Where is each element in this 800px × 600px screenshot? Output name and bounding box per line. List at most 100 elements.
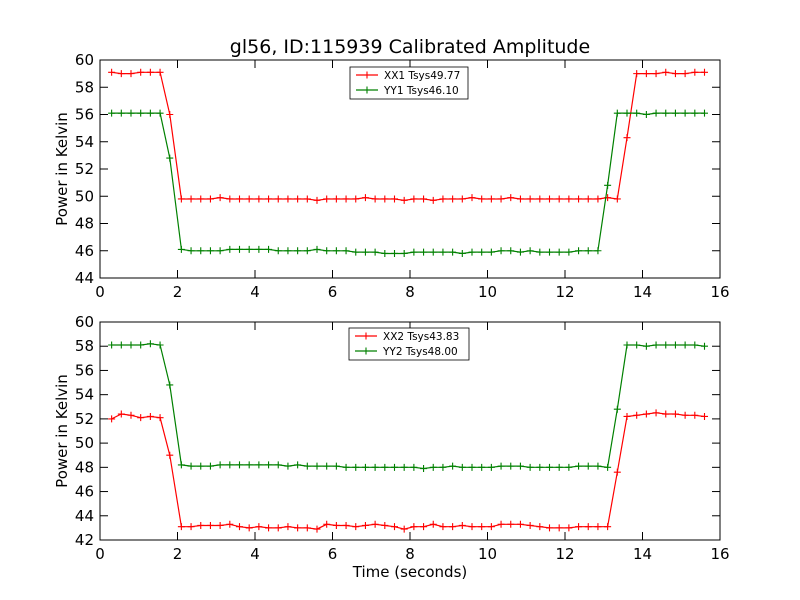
y-tick-label: 46	[75, 483, 94, 501]
data-point	[400, 525, 408, 533]
data-point	[137, 341, 145, 349]
data-point	[410, 523, 418, 531]
plot-frame	[99, 59, 721, 279]
data-point	[371, 520, 379, 528]
data-point	[294, 195, 302, 203]
data-point	[449, 248, 457, 256]
data-point	[642, 410, 650, 418]
data-point	[449, 523, 457, 531]
data-point	[265, 461, 273, 469]
y-axis-label: Power in Kelvin	[53, 112, 71, 226]
data-point	[127, 341, 135, 349]
x-tick-label: 2	[173, 545, 183, 563]
data-point	[146, 412, 154, 420]
legend-marker	[362, 332, 370, 340]
data-point	[352, 523, 360, 531]
data-point	[604, 463, 612, 471]
data-point	[662, 109, 670, 117]
data-point	[662, 341, 670, 349]
data-point	[478, 195, 486, 203]
data-point	[681, 109, 689, 117]
data-point	[342, 463, 350, 471]
data-point	[265, 195, 273, 203]
data-point	[565, 524, 573, 532]
data-point	[361, 248, 369, 256]
data-point	[187, 195, 195, 203]
data-point	[507, 194, 515, 202]
data-point	[642, 111, 650, 118]
x-tick-label: 4	[250, 545, 260, 563]
data-point	[284, 247, 292, 255]
data-point	[623, 341, 631, 349]
legend-marker	[363, 86, 371, 94]
data-point	[584, 247, 592, 255]
data-point	[652, 409, 660, 417]
data-point	[613, 405, 621, 413]
data-point	[381, 521, 389, 529]
data-point	[352, 248, 360, 256]
data-point	[420, 248, 428, 256]
y-tick-label: 48	[75, 458, 94, 476]
data-point	[108, 68, 116, 76]
data-point	[400, 249, 408, 257]
data-point	[555, 248, 563, 256]
data-point	[323, 520, 331, 528]
x-tick-label: 6	[328, 283, 338, 301]
data-point	[478, 248, 486, 256]
data-point	[274, 524, 282, 532]
data-point	[487, 523, 495, 531]
data-point	[177, 461, 185, 469]
x-tick-label: 2	[173, 283, 183, 301]
data-point	[536, 523, 544, 531]
data-point	[255, 523, 263, 531]
data-point	[245, 461, 253, 469]
data-point	[458, 463, 466, 471]
data-point	[323, 247, 331, 255]
data-point	[691, 341, 699, 349]
data-point	[187, 247, 195, 255]
data-point	[146, 340, 154, 348]
data-point	[458, 249, 466, 257]
data-point	[274, 461, 282, 469]
data-point	[197, 195, 205, 203]
data-point	[507, 247, 515, 255]
legend-box	[349, 66, 469, 100]
data-point	[371, 195, 379, 203]
data-point	[137, 68, 145, 76]
data-point	[584, 523, 592, 531]
data-point	[166, 111, 174, 118]
data-point	[642, 342, 650, 350]
x-tick-label: 4	[250, 283, 260, 301]
data-point	[156, 109, 164, 117]
data-point	[127, 411, 135, 419]
data-point	[342, 521, 350, 529]
legend-label: XX2 Tsys43.83	[383, 331, 459, 343]
data-point	[236, 523, 243, 531]
data-point	[177, 245, 185, 253]
data-point	[594, 462, 602, 470]
data-point	[156, 414, 164, 422]
data-point	[381, 195, 389, 203]
data-point	[177, 195, 185, 203]
figure-title: gl56, ID:115939 Calibrated Amplitude	[230, 36, 590, 58]
data-point	[313, 196, 321, 204]
data-point	[294, 524, 302, 532]
data-point	[701, 68, 708, 76]
data-point	[681, 70, 689, 78]
data-point	[303, 247, 311, 255]
data-point	[420, 465, 428, 473]
data-point	[245, 524, 253, 532]
data-point	[117, 70, 125, 78]
data-point	[156, 341, 164, 349]
data-point	[516, 248, 524, 256]
x-tick-label: 10	[478, 283, 497, 301]
data-point	[439, 195, 447, 203]
data-point	[255, 195, 263, 203]
plot-frame	[99, 321, 721, 541]
data-point	[633, 341, 641, 349]
legend-box	[348, 327, 470, 361]
data-point	[575, 195, 583, 203]
